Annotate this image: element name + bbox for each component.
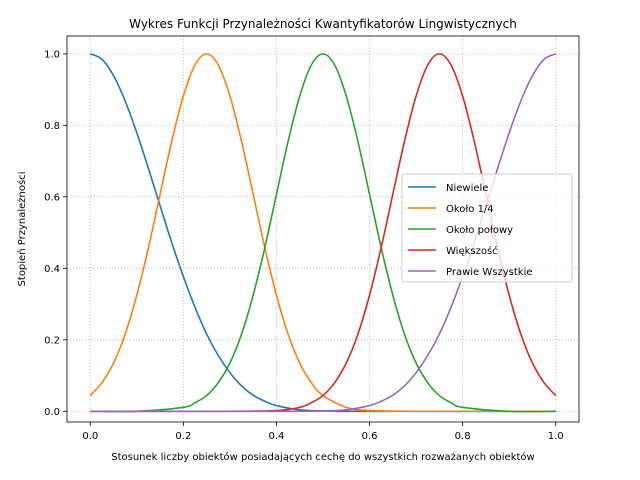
axis-ticks: 0.0 0.2 0.4 0.6 0.8 1.0 0.0 0.2 0.4 0.6 0.8 1.0 [44, 49, 564, 442]
legend-box [401, 173, 573, 283]
legend-label-niewiele: Niewiele [446, 183, 488, 194]
x-tick-label: 0.0 [82, 431, 98, 442]
x-axis-label: Stosunek liczby obiektów posiadających c… [111, 451, 534, 463]
series-line-oko-o-po-owy [90, 53, 556, 413]
y-tick-label: 0.2 [44, 335, 60, 346]
y-tick-label: 0.4 [44, 264, 60, 275]
y-tick-label: 0.6 [44, 192, 60, 203]
y-tick-label: 0.0 [44, 407, 60, 418]
x-tick-label: 0.8 [455, 431, 471, 442]
legend: Niewiele Około 1/4 Około połowy Większość Pr… [401, 173, 573, 283]
series-line-oko-o-1-4 [89, 53, 556, 413]
x-tick-label: 0.6 [362, 431, 378, 442]
chart-title: Wykres Funkcji Przynależności Kwantyfika… [129, 17, 517, 31]
x-tick-label: 0.2 [175, 431, 191, 442]
x-tick-label: 1.0 [548, 431, 564, 442]
y-axis-label: Stopień Przynależności [16, 172, 28, 287]
legend-label-oko-o-po-owy: Około połowy [446, 225, 513, 236]
legend-label-prawie-wszystkie: Prawie Wszystkie [446, 267, 533, 278]
y-tick-label: 1.0 [44, 49, 60, 60]
x-tick-label: 0.4 [269, 431, 285, 442]
legend-label-oko-o-1-4: Około 1/4 [446, 204, 494, 215]
y-tick-label: 0.8 [44, 121, 60, 132]
plot-frame [66, 35, 580, 423]
legend-label-wi-kszo: Większość [446, 245, 498, 257]
series-line-prawie-wszystkie [90, 53, 557, 413]
